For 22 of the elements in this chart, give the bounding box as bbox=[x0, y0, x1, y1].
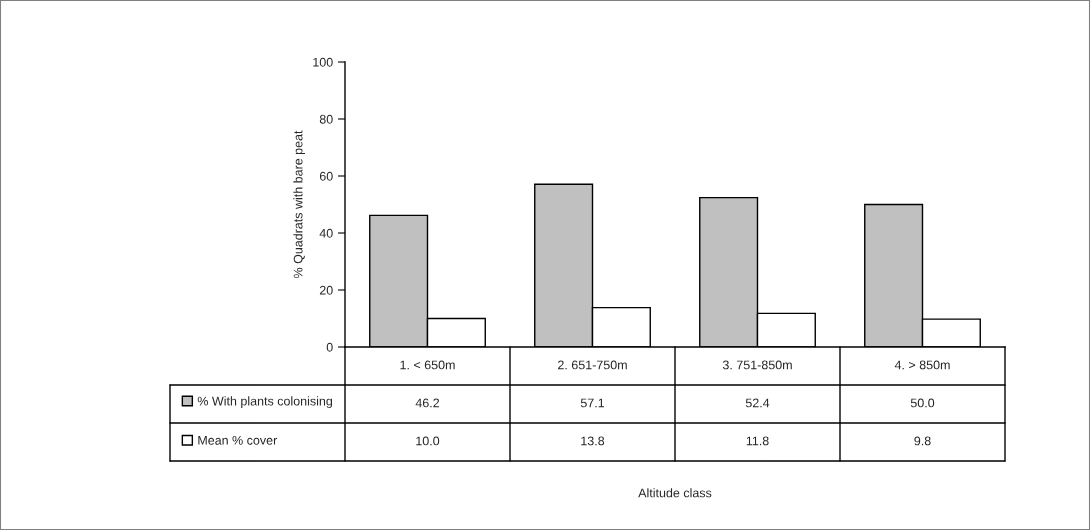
x-tick-label: 1. < 650m bbox=[400, 360, 455, 370]
data-label: 50.0 bbox=[910, 398, 935, 408]
legend-label: Mean % cover bbox=[198, 435, 278, 445]
data-label: 9.8 bbox=[914, 436, 931, 446]
text: Altitude class bbox=[638, 488, 712, 498]
x-tick-label: 3. 751-850m bbox=[722, 360, 792, 370]
data-label: 10.0 bbox=[416, 436, 440, 446]
data-label: 11.8 bbox=[746, 436, 769, 446]
data-label: 46.2 bbox=[415, 398, 440, 408]
y-tick-label: 20 bbox=[319, 285, 333, 295]
y-tick-label: 0 bbox=[326, 342, 333, 352]
data-label: 13.8 bbox=[581, 436, 605, 446]
y-tick-label: 60 bbox=[319, 171, 333, 181]
y-tick-label: 40 bbox=[319, 228, 333, 238]
y-tick-label: 100 bbox=[313, 57, 333, 67]
legend-label: % With plants colonising bbox=[197, 396, 333, 408]
data-label: 57.1 bbox=[580, 398, 605, 408]
x-tick-label: 2. 651-750m bbox=[558, 360, 627, 370]
y-tick-label: 80 bbox=[319, 114, 333, 124]
y-axis-title: % Quadrats with bare peat bbox=[293, 130, 305, 279]
x-tick-label: 4. > 850m bbox=[894, 360, 950, 370]
data-label: 52.4 bbox=[745, 398, 770, 408]
